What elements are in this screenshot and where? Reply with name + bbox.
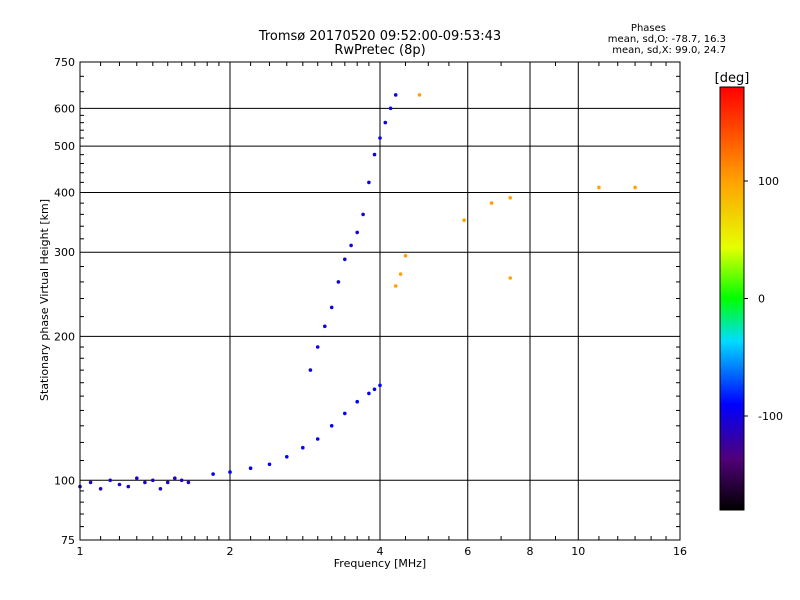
data-point xyxy=(165,480,170,485)
data-point xyxy=(158,487,163,491)
x-tick-label: 6 xyxy=(464,545,471,558)
data-point xyxy=(633,185,637,190)
data-point xyxy=(117,482,122,487)
data-point xyxy=(135,476,139,481)
data-point xyxy=(323,324,327,329)
x-tick-label: 2 xyxy=(227,545,234,558)
data-point xyxy=(355,399,360,404)
data-point xyxy=(393,284,398,288)
data-point xyxy=(343,411,347,416)
data-point xyxy=(388,106,393,111)
y-tick-label: 75 xyxy=(61,534,75,547)
y-tick-label: 100 xyxy=(54,474,75,487)
data-point xyxy=(285,455,289,459)
data-point xyxy=(151,478,155,483)
x-tick-label: 1 xyxy=(77,545,84,558)
x-axis-label: Frequency [MHz] xyxy=(334,557,426,570)
data-point xyxy=(179,478,184,483)
colorbar-tick-label: 100 xyxy=(758,175,779,188)
phases-box-title: Phases xyxy=(631,23,666,34)
x-tick-label: 8 xyxy=(527,545,534,558)
data-point xyxy=(597,185,601,190)
data-point xyxy=(367,391,371,396)
y-tick-label: 200 xyxy=(54,330,75,343)
data-point xyxy=(508,196,512,200)
data-point xyxy=(367,180,371,185)
colorbar: 100 0 -100 xyxy=(719,86,783,511)
x-tick-label: 10 xyxy=(571,545,585,558)
data-point xyxy=(378,136,382,140)
phases-mean-x: mean, sd,X: 99.0, 24.7 xyxy=(612,45,726,56)
data-point xyxy=(398,272,403,276)
data-point xyxy=(508,276,512,280)
y-tick-label: 300 xyxy=(54,246,75,259)
data-point xyxy=(343,257,347,262)
phases-mean-o: mean, sd,O: -78.7, 16.3 xyxy=(608,34,726,45)
data-point xyxy=(211,472,215,476)
y-tick-label: 750 xyxy=(54,56,75,69)
chart-subtitle: RwPretec (8p) xyxy=(334,43,425,58)
data-point xyxy=(228,470,232,474)
data-point xyxy=(349,243,353,248)
colorbar-gradient xyxy=(719,86,745,511)
data-point xyxy=(301,445,305,450)
y-tick-label: 400 xyxy=(54,186,75,199)
data-point xyxy=(403,253,408,258)
data-point xyxy=(267,462,272,467)
x-tick-label: 4 xyxy=(377,545,384,558)
data-point xyxy=(315,437,320,441)
plot-grid xyxy=(80,62,680,540)
colorbar-tick-label: 0 xyxy=(758,293,765,306)
data-point xyxy=(126,484,131,489)
plot-axes: 1 2 4 6 8 10 16 75 100 200 300 400 500 600 750 xyxy=(54,56,687,558)
data-point xyxy=(372,152,377,157)
data-point xyxy=(308,368,313,372)
data-point xyxy=(489,201,494,205)
data-point xyxy=(143,480,147,485)
colorbar-tick-label: -100 xyxy=(758,410,783,423)
x-tick-label: 16 xyxy=(673,545,687,558)
data-point xyxy=(88,480,93,485)
data-point xyxy=(329,424,334,428)
data-point xyxy=(98,487,103,491)
colorbar-label: [deg] xyxy=(715,71,750,86)
data-point xyxy=(372,387,377,392)
data-point xyxy=(108,478,112,483)
data-point xyxy=(329,305,334,310)
chart-title: Tromsø 20170520 09:52:00-09:53:43 xyxy=(258,29,501,44)
data-point xyxy=(378,383,382,388)
data-point xyxy=(248,466,253,471)
data-point xyxy=(355,230,360,235)
data-point xyxy=(361,212,365,217)
y-axis-label: Stationary phase Virtual Height [km] xyxy=(38,199,51,401)
data-point xyxy=(417,93,422,97)
plot-frame xyxy=(79,61,681,541)
y-tick-label: 500 xyxy=(54,140,75,153)
data-point xyxy=(462,218,466,222)
data-point xyxy=(186,480,191,485)
y-tick-label: 600 xyxy=(54,102,75,115)
data-point xyxy=(173,476,177,481)
data-point xyxy=(383,120,388,125)
data-point xyxy=(336,280,341,284)
data-point xyxy=(315,345,320,349)
data-point xyxy=(393,93,398,97)
scatter-points xyxy=(78,93,637,491)
